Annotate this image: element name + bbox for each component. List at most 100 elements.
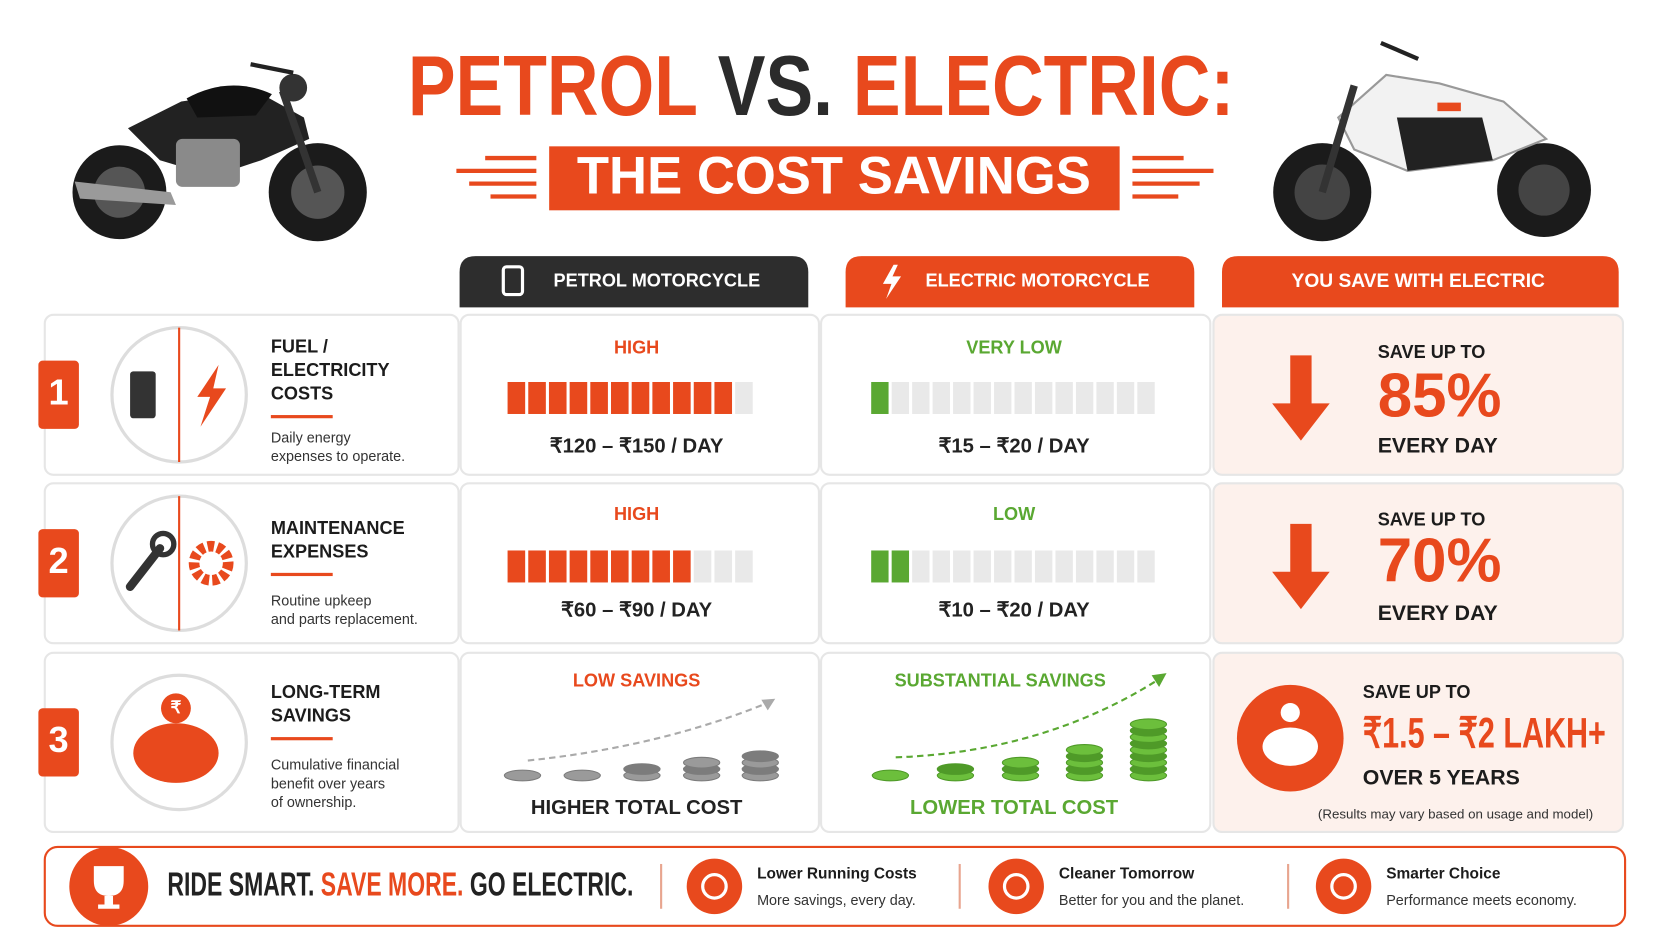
row-title: SAVINGS (271, 706, 351, 726)
feature-icon (1315, 858, 1372, 915)
gauge-segment (548, 381, 567, 414)
gauge-segment (1075, 550, 1094, 583)
down-arrow (1272, 523, 1330, 610)
title-underline (270, 415, 333, 419)
gauge-segment (507, 381, 526, 414)
card (1212, 313, 1625, 476)
coin (623, 763, 661, 775)
gauge-segment (871, 381, 889, 414)
wrench-icon (125, 544, 165, 591)
row-title: LONG-TERM (271, 682, 381, 702)
row-title: FUEL / (271, 337, 328, 357)
gauge-segment (569, 550, 588, 583)
trend-arrow (527, 700, 771, 762)
gauge-segment (932, 550, 950, 583)
coin-symbol: ₹ (171, 698, 182, 717)
savings-label: SAVE UP TO (1363, 682, 1471, 702)
coin (503, 769, 542, 782)
row-description: Routine upkeep (271, 593, 372, 609)
trophy-icon (93, 866, 124, 909)
row-description: and parts replacement. (271, 612, 418, 628)
electric-cost: LOWER TOTAL COST (910, 797, 1119, 819)
gauge-segment (1014, 550, 1032, 583)
savings-period: EVERY DAY (1378, 601, 1498, 625)
petrol-motorcycle-image (72, 62, 367, 242)
piggy-icon (133, 723, 219, 783)
row-title: EXPENSES (271, 541, 369, 561)
column-header: ELECTRIC MOTORCYCLE (926, 271, 1150, 291)
number-tab (38, 708, 79, 777)
battery (1396, 117, 1493, 171)
petrol-level: HIGH (614, 338, 659, 358)
title-part: PETROL (408, 38, 698, 133)
feature-text: More savings, every day. (757, 893, 916, 909)
coin (1001, 756, 1040, 769)
petrol-level: LOW SAVINGS (573, 670, 700, 690)
number-tab (38, 529, 79, 598)
slogan-part: GO ELECTRIC. (470, 866, 634, 903)
gauge-segment (891, 381, 910, 414)
gauge-segment (871, 550, 889, 583)
gauge-segment (1116, 550, 1135, 583)
column-tab (1222, 256, 1619, 308)
title-part: ELECTRIC: (853, 38, 1234, 133)
gauge-segment (994, 381, 1012, 414)
fork (1318, 84, 1358, 194)
row-title: COSTS (271, 384, 333, 404)
petrol-cost: HIGHER TOTAL COST (531, 797, 743, 819)
coin (1129, 718, 1168, 731)
gauge-segment (1055, 550, 1073, 583)
rim (1518, 164, 1570, 216)
subtitle: THE COST SAVINGS (577, 146, 1091, 205)
gauge-segment (735, 550, 753, 583)
title-part: VS. (718, 38, 833, 133)
number-tab (38, 360, 79, 429)
coin (871, 769, 910, 782)
gauge-segment (994, 550, 1012, 583)
arrow-head (1151, 673, 1167, 687)
coin (741, 750, 779, 763)
feature-text: Better for you and the planet. (1059, 893, 1244, 909)
slogan-part: SAVE MORE. (321, 866, 464, 903)
footer-box (43, 845, 1627, 927)
electric-level: LOW (993, 504, 1036, 524)
row-description: expenses to operate. (271, 449, 405, 465)
handlebar (1380, 40, 1420, 61)
title: PETROL VS. ELECTRIC: (408, 38, 1234, 133)
feature-glyph (1330, 873, 1357, 900)
savings-label: SAVE UP TO (1378, 509, 1486, 529)
gauge-segment (528, 550, 546, 583)
feature-title: Smarter Choice (1386, 866, 1501, 883)
gauge-segment (673, 550, 691, 583)
bolt-icon (197, 364, 227, 427)
gauge-segment (1034, 550, 1053, 583)
column-header: YOU SAVE WITH ELECTRIC (1292, 271, 1545, 292)
gauge-segment (714, 550, 733, 583)
savings-amount: 85% (1378, 361, 1502, 430)
row-description: of ownership. (271, 795, 357, 811)
fork (279, 89, 322, 194)
gauge-segment (1034, 381, 1053, 414)
handlebar (250, 62, 294, 75)
feature-title: Lower Running Costs (757, 866, 917, 883)
gauge-segment (912, 550, 930, 583)
gauge-segment (1116, 381, 1135, 414)
gauge-segment (912, 381, 930, 414)
electric-cost: ₹10 – ₹20 / DAY (939, 600, 1091, 622)
title-underline (270, 572, 333, 577)
gauge-segment (891, 550, 910, 583)
slogan: RIDE SMART. SAVE MORE. GO ELECTRIC. (167, 866, 633, 903)
gauge-segment (1014, 381, 1032, 414)
gauge-segment (973, 381, 991, 414)
speed-lines (456, 155, 1214, 199)
wrench-head (149, 530, 177, 558)
exhaust (74, 181, 176, 205)
piggy-icon (1262, 727, 1318, 766)
tank (186, 85, 272, 118)
trend-arrow (895, 677, 1161, 759)
gauge-segment (1137, 381, 1155, 414)
arrow-head (761, 698, 776, 711)
card (820, 651, 1212, 834)
feature-icon (686, 858, 743, 915)
